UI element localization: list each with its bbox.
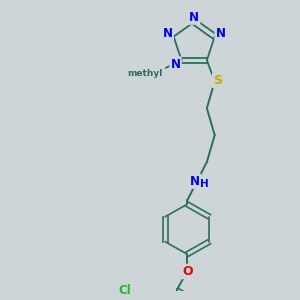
Text: Cl: Cl (118, 284, 131, 297)
Text: H: H (200, 179, 208, 189)
Text: N: N (216, 27, 226, 40)
Text: N: N (163, 27, 173, 40)
Text: N: N (171, 58, 181, 70)
Text: N: N (189, 11, 199, 24)
Text: O: O (182, 265, 193, 278)
Text: S: S (213, 74, 222, 87)
Text: methyl: methyl (128, 69, 163, 78)
Text: N: N (190, 175, 200, 188)
